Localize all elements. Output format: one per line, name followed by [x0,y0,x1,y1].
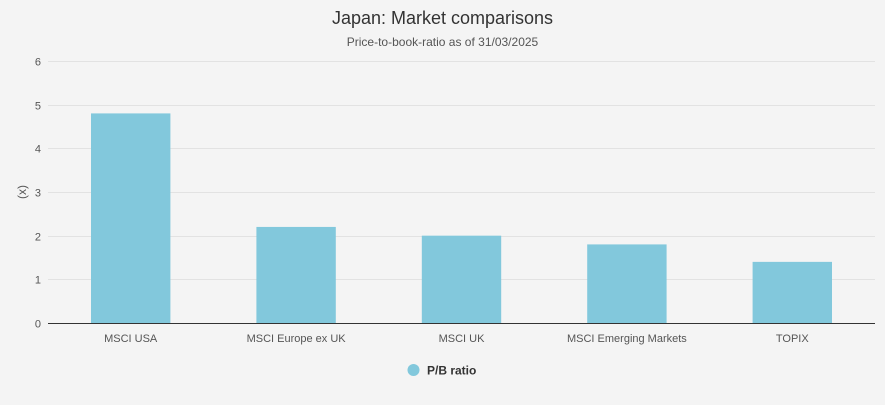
x-tick-label: MSCI UK [439,333,486,345]
x-tick-label: MSCI USA [104,333,158,345]
x-tick-label: TOPIX [776,333,809,345]
bars [91,113,832,324]
y-tick-label: 6 [35,57,41,69]
y-tick-label: 2 [35,232,41,244]
y-tick-label: 3 [35,188,41,200]
legend[interactable]: P/B ratio [407,364,477,378]
x-axis-ticks: MSCI USA MSCI Europe ex UK MSCI UK MSCI Eme… [104,333,809,345]
y-axis-ticks: 0 1 2 3 4 5 6 [35,57,41,331]
gridlines [48,61,875,280]
bar-msci-europe-ex-uk[interactable] [256,226,336,323]
bar-msci-emerging-markets[interactable] [587,244,667,323]
legend-marker [407,364,420,376]
x-tick-label: MSCI Emerging Markets [567,333,687,345]
bar-topix[interactable] [752,261,832,323]
y-tick-label: 4 [35,144,41,156]
y-tick-label: 1 [35,275,41,287]
y-tick-label: 0 [35,319,41,331]
bar-msci-usa[interactable] [91,113,171,324]
bar-msci-uk[interactable] [421,235,502,323]
y-axis-label: (x) [15,185,29,199]
chart-subtitle: Price-to-book-ratio as of 31/03/2025 [347,35,539,49]
y-tick-label: 5 [35,101,41,113]
x-tick-label: MSCI Europe ex UK [247,333,347,345]
legend-label: P/B ratio [427,364,476,378]
chart-title: Japan: Market comparisons [332,8,553,28]
